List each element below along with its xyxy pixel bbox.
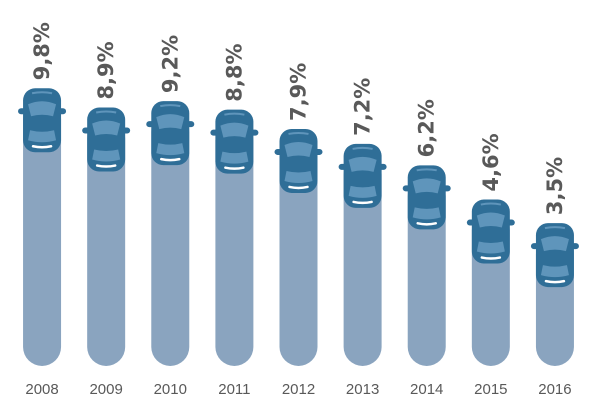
value-label: 8,8% xyxy=(222,43,246,101)
car-rear-window xyxy=(28,130,57,143)
car-icon xyxy=(530,223,579,288)
car-light xyxy=(31,145,53,149)
car-front-light xyxy=(95,110,117,114)
car-light xyxy=(416,222,437,226)
car-icon xyxy=(82,107,131,172)
car-body xyxy=(471,199,510,264)
car-body xyxy=(215,109,254,174)
car-light xyxy=(95,164,117,168)
car-rear-window xyxy=(348,185,377,198)
car-front-light xyxy=(160,104,181,108)
car-windshield xyxy=(540,236,569,252)
car-body xyxy=(151,101,190,166)
value-label: 7,9% xyxy=(287,63,311,121)
car-windshield xyxy=(220,122,249,138)
x-tick-label: 2008 xyxy=(25,381,58,398)
x-tick-label: 2015 xyxy=(474,381,507,398)
car-front-light xyxy=(288,131,309,135)
car-front-light xyxy=(480,202,502,206)
x-tick-label: 2009 xyxy=(89,381,122,398)
car-front-light xyxy=(31,91,53,95)
bar xyxy=(279,140,318,366)
car-icon xyxy=(402,165,451,230)
car-rear-window xyxy=(284,170,313,183)
car-rear-window xyxy=(540,265,569,278)
car-body xyxy=(87,107,126,172)
car-rear-window xyxy=(220,151,249,164)
x-tick-label: 2012 xyxy=(282,381,315,398)
car-body xyxy=(279,128,318,193)
car-icon xyxy=(274,128,323,193)
value-label: 6,2% xyxy=(415,99,439,157)
car-windshield xyxy=(156,114,185,130)
bar xyxy=(23,100,62,366)
car-rear-window xyxy=(92,149,121,162)
x-tick-label: 2016 xyxy=(538,381,571,398)
value-label: 3,5% xyxy=(543,157,567,215)
value-label: 9,8% xyxy=(30,22,54,80)
value-label: 9,2% xyxy=(158,35,182,93)
value-label: 8,9% xyxy=(94,41,118,99)
value-label: 7,2% xyxy=(351,78,375,136)
bar xyxy=(215,121,254,367)
x-tick-label: 2013 xyxy=(346,381,379,398)
x-tick-label: 2014 xyxy=(410,381,443,398)
car-icon xyxy=(210,109,259,174)
car-body xyxy=(343,143,382,208)
car-icon xyxy=(146,101,195,166)
car-front-light xyxy=(224,112,245,116)
x-tick-label: 2011 xyxy=(218,381,250,398)
car-rear-window xyxy=(156,143,185,156)
bar xyxy=(151,113,190,367)
car-light xyxy=(160,157,181,162)
car-windshield xyxy=(348,156,377,172)
car-rear-window xyxy=(412,207,441,220)
car-rear-window xyxy=(476,241,505,254)
car-windshield xyxy=(412,178,441,194)
car-body xyxy=(23,88,62,153)
car-light xyxy=(544,279,566,284)
car-windshield xyxy=(28,101,57,117)
car-front-light xyxy=(352,146,373,150)
car-body xyxy=(407,165,446,230)
car-light xyxy=(352,200,373,205)
car-front-light xyxy=(416,168,437,172)
car-light xyxy=(224,166,245,170)
car-front-light xyxy=(544,226,566,230)
car-light xyxy=(288,185,309,190)
bar xyxy=(87,119,126,366)
car-light xyxy=(480,256,502,260)
x-tick-label: 2010 xyxy=(154,381,187,398)
car-windshield xyxy=(92,120,121,136)
car-icon xyxy=(466,199,515,264)
car-body xyxy=(535,223,574,288)
value-label: 4,6% xyxy=(479,133,503,191)
car-windshield xyxy=(284,141,313,157)
car-icon xyxy=(338,143,387,208)
car-icon xyxy=(18,88,67,153)
car-windshield xyxy=(476,212,505,228)
bar xyxy=(343,155,382,366)
